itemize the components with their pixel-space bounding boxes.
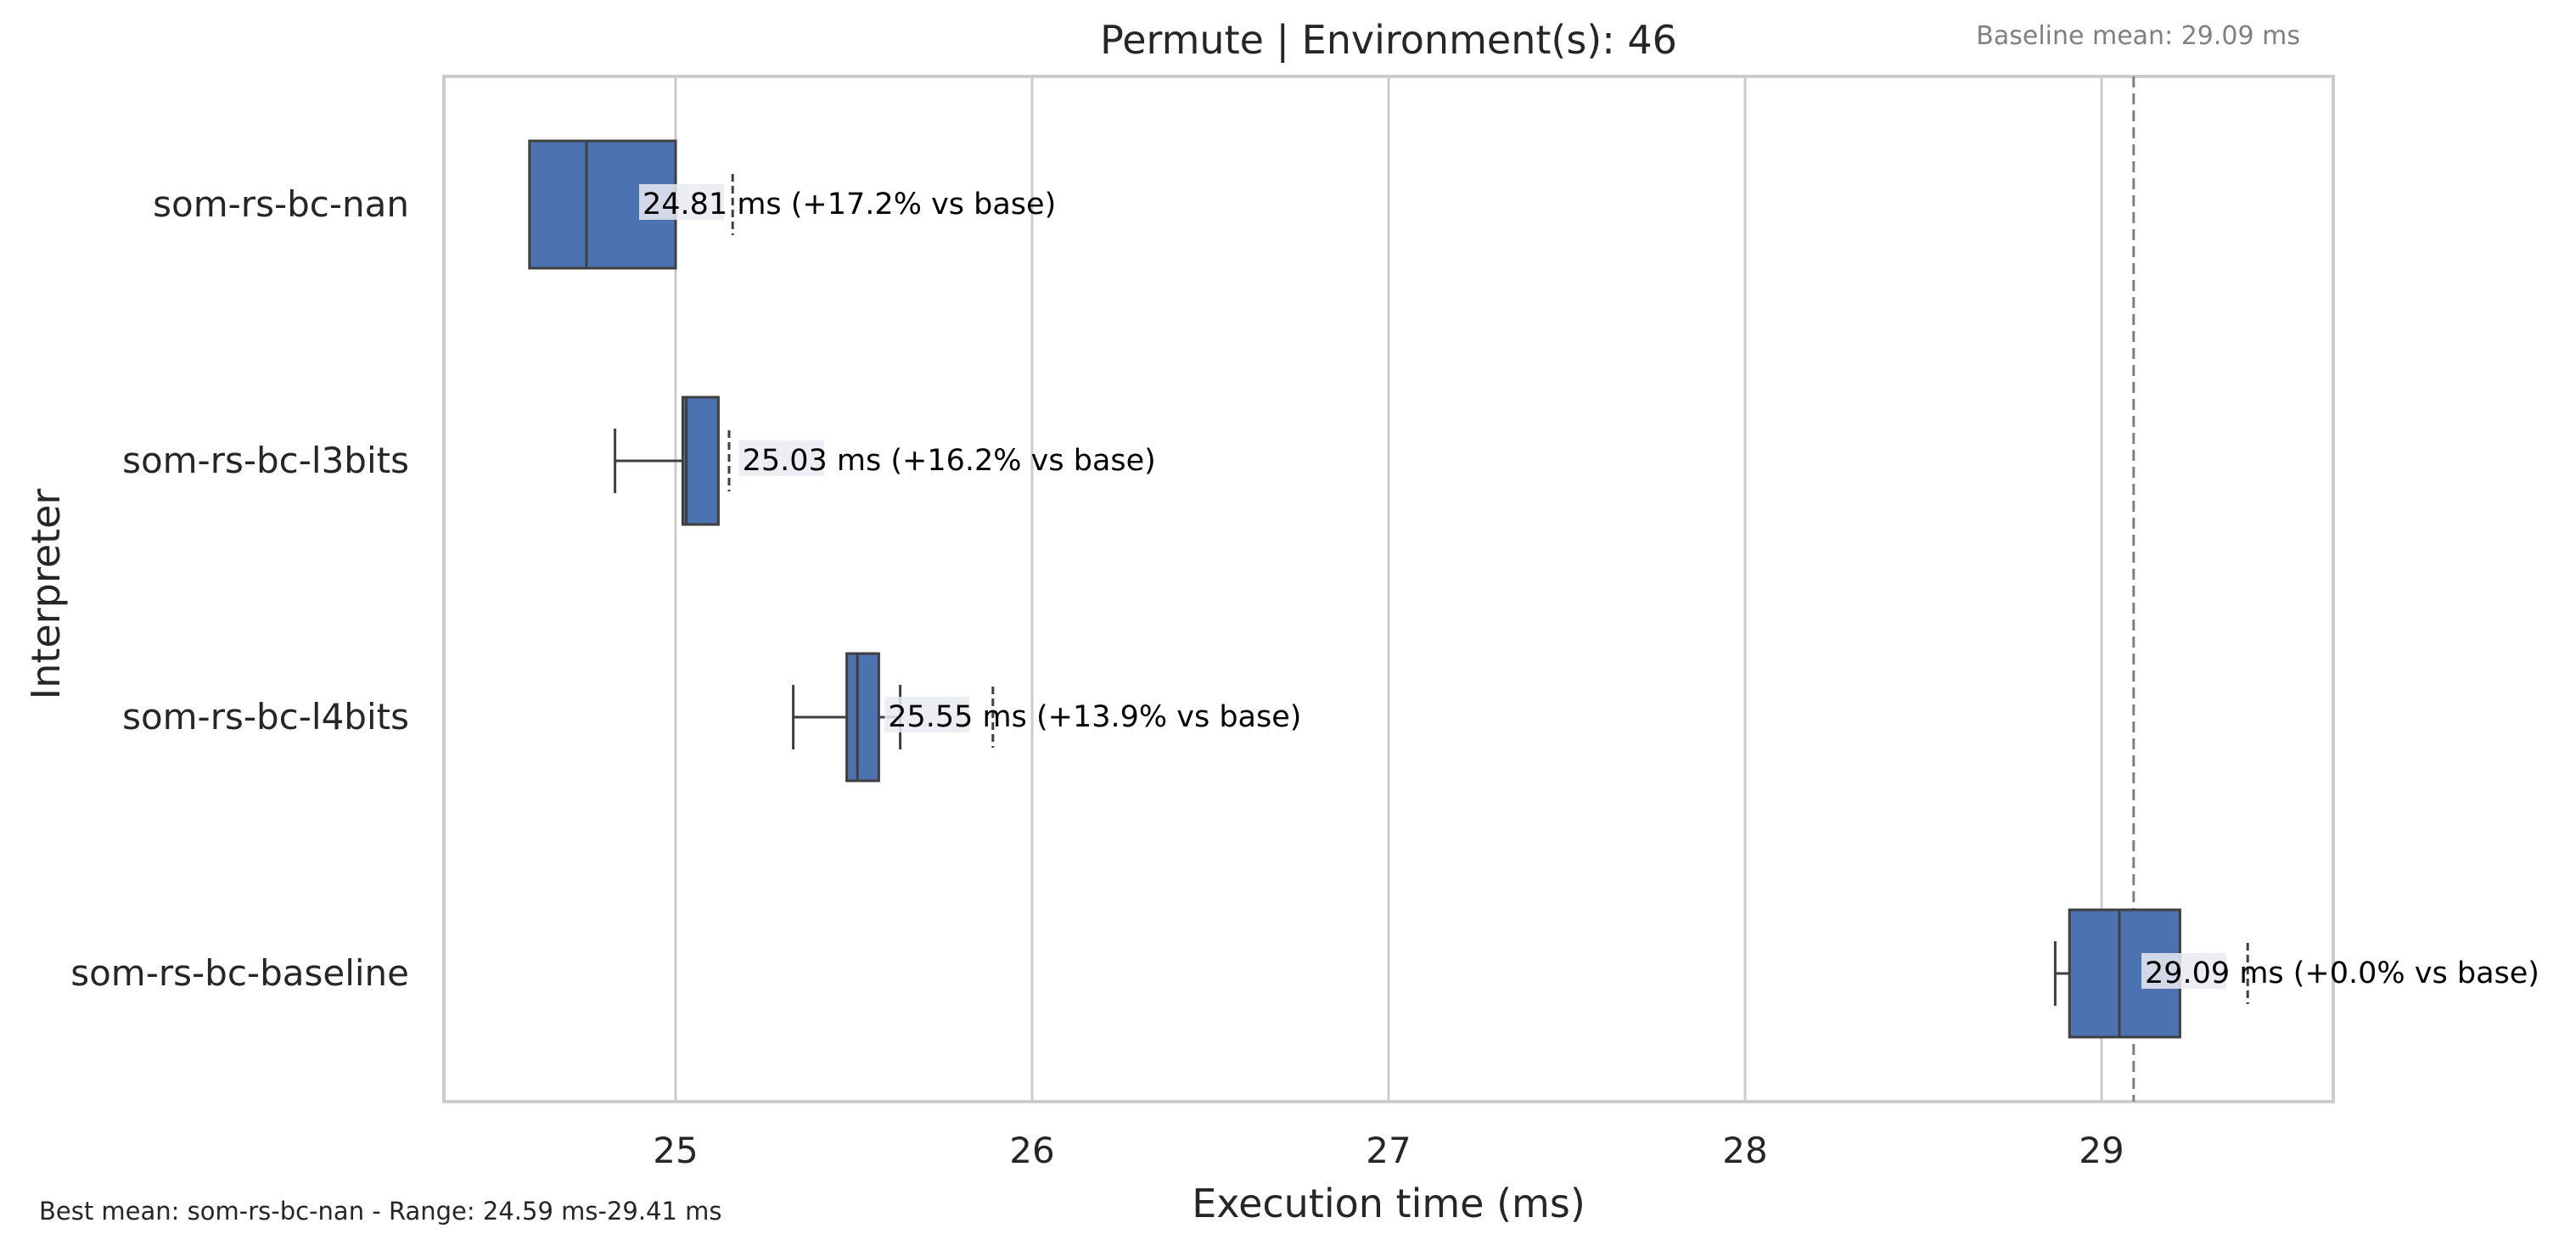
box-som-rs-bc-baseline: 29.09 ms (+0.0% vs base) <box>2053 908 2540 1039</box>
grid-lines <box>674 76 2103 1102</box>
box-som-rs-bc-nan: 24.81 ms (+17.2% vs base) <box>528 139 1056 270</box>
mean-label: 25.55 ms (+13.9% vs base) <box>888 700 1301 734</box>
x-tick-labels: 25 26 27 28 29 <box>653 1130 2124 1171</box>
y-tick-label: som-rs-bc-l3bits <box>122 440 409 481</box>
mean-label-bg <box>738 440 824 476</box>
mean-label: 24.81 ms (+17.2% vs base) <box>643 188 1056 222</box>
x-tick-label: 26 <box>1009 1130 1054 1171</box>
y-tick-label: som-rs-bc-l4bits <box>122 696 409 738</box>
box-som-rs-bc-l4bits: 25.55 ms (+13.9% vs base) <box>792 652 1301 783</box>
mean-label-bg <box>2141 953 2226 989</box>
x-tick-label: 29 <box>2079 1130 2124 1171</box>
iqr-box <box>681 395 720 526</box>
iqr-box <box>845 652 880 783</box>
y-tick-label: som-rs-bc-nan <box>153 183 409 225</box>
x-tick-label: 25 <box>653 1130 698 1171</box>
mean-label: 29.09 ms (+0.0% vs base) <box>2145 956 2540 990</box>
baseline-mean-label: Baseline mean: 29.09 ms <box>1976 21 2300 51</box>
mean-label-bg <box>639 184 724 220</box>
mean-label: 25.03 ms (+16.2% vs base) <box>743 444 1156 478</box>
y-axis-label: Interpreter <box>23 489 69 700</box>
footer-range-note: Best mean: som-rs-bc-nan - Range: 24.59 … <box>39 1197 722 1226</box>
mean-label-bg <box>884 697 970 732</box>
y-tick-labels: som-rs-bc-nan som-rs-bc-l3bits som-rs-bc-l… <box>70 183 409 994</box>
x-axis-label: Execution time (ms) <box>1192 1181 1585 1226</box>
x-tick-label: 27 <box>1366 1130 1411 1171</box>
box-som-rs-bc-l3bits: 25.03 ms (+16.2% vs base) <box>614 395 1156 526</box>
y-tick-label: som-rs-bc-baseline <box>70 952 409 994</box>
chart-title: Permute | Environment(s): 46 <box>1100 17 1677 64</box>
box-series: 24.81 ms (+17.2% vs base) 25.03 ms (+16.2… <box>528 139 2540 1039</box>
x-tick-label: 28 <box>1722 1130 1767 1171</box>
plot-frame <box>442 75 2335 1103</box>
